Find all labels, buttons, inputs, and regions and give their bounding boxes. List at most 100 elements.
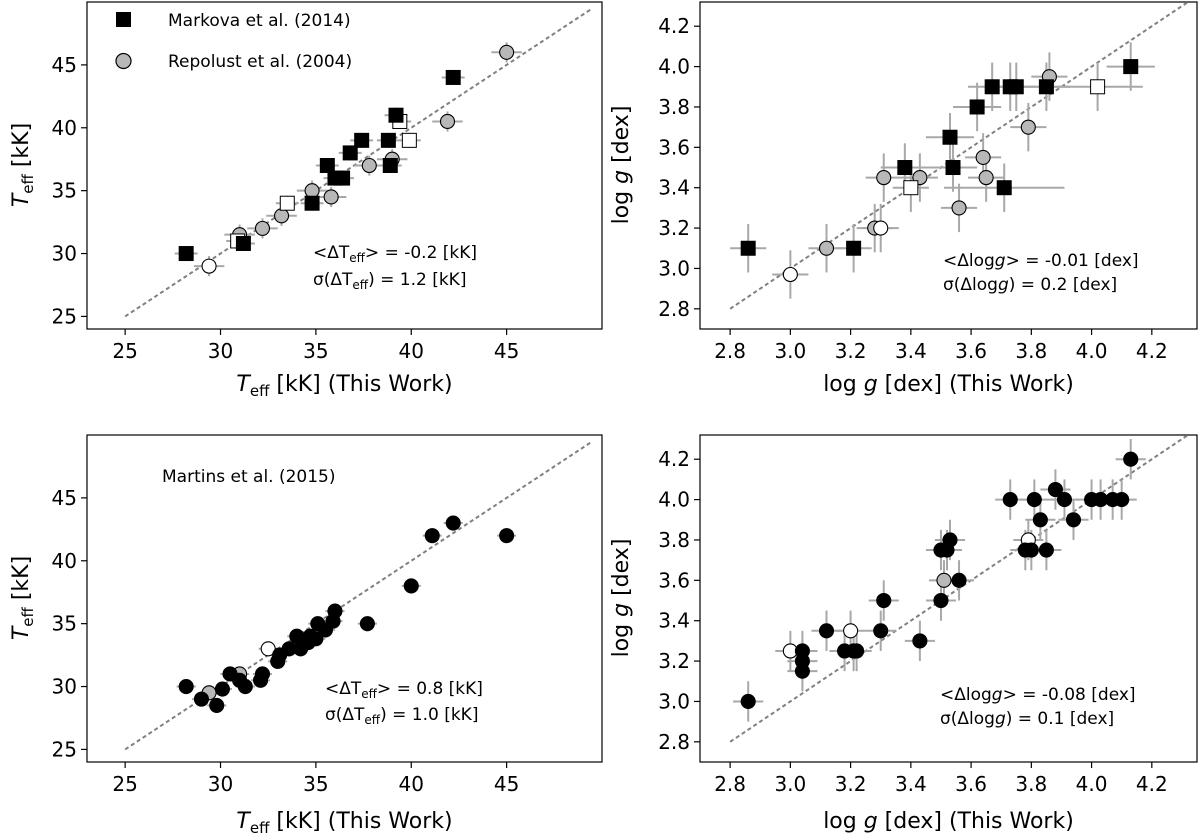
y-tick-label: 2.8 xyxy=(658,297,690,321)
panel-top-right: 2.8 3.0 3.2 3.4 3.6 3.8 4.0 4.2 2.8 3.0 3.2 3.4 3.6 3… xyxy=(609,1,1198,397)
data-point-square xyxy=(897,160,913,176)
y-tick-label: 3.6 xyxy=(658,568,690,592)
x-tick-label: 35 xyxy=(303,772,328,796)
y-tick-label: 40 xyxy=(52,549,77,573)
panel-top-left: 25 30 35 40 45 25 30 35 40 45 Teff [kK] (This Wor… xyxy=(9,1,603,400)
data-point-square xyxy=(740,240,756,256)
data-point-square xyxy=(1038,79,1054,95)
x-tick-label: 2.8 xyxy=(714,772,746,796)
y-tick-label: 25 xyxy=(52,737,77,761)
y-tick-label: 30 xyxy=(52,242,77,266)
x-tick-label: 2.8 xyxy=(714,339,746,363)
x-tick-label: 25 xyxy=(112,772,137,796)
x-tick-label: 3.0 xyxy=(774,772,806,796)
data-point-circle xyxy=(818,240,835,256)
y-tick-label: 45 xyxy=(52,486,77,510)
y-tick-label: 3.8 xyxy=(658,528,690,552)
legend-label-markova: Markova et al. (2014) xyxy=(168,11,351,31)
data-point-circle xyxy=(975,149,991,165)
stats-sigma: σ(Δlogg) = 0.2 [dex] xyxy=(943,275,1117,295)
data-point-circle xyxy=(237,678,253,695)
plot-layer: 25 30 35 40 45 25 30 35 40 45 xyxy=(52,440,594,796)
y-axis-label: log g [dex] xyxy=(609,539,634,658)
plot-frame xyxy=(86,434,603,763)
legend-label-repolust: Repolust et al. (2004) xyxy=(168,52,352,72)
data-point-circle xyxy=(912,633,928,649)
data-point-square xyxy=(1008,79,1024,95)
data-point-circle xyxy=(876,170,892,186)
x-tick-label: 3.0 xyxy=(774,339,806,363)
data-point-circle xyxy=(876,592,892,609)
data-point-square xyxy=(178,246,194,262)
data-point-circle xyxy=(794,663,810,679)
y-tick-label: 4.2 xyxy=(658,14,690,38)
y-axis-label: log g [dex] xyxy=(609,106,634,225)
x-tick-label: 3.2 xyxy=(835,772,867,796)
data-point-square xyxy=(1123,59,1139,75)
data-point-circle xyxy=(933,592,949,609)
x-tick-label: 45 xyxy=(494,339,519,363)
y-axis-label: Teff [kK] xyxy=(9,556,37,640)
stats-sigma: σ(ΔTeff) = 1.0 [kK] xyxy=(325,705,478,727)
y-tick-label: 3.0 xyxy=(658,256,690,280)
data-point-square xyxy=(382,158,398,173)
x-tick-label: 25 xyxy=(112,339,137,363)
stats-mean: <ΔTeff> = -0.2 [kK] xyxy=(313,243,477,265)
y-tick-label: 35 xyxy=(52,612,77,636)
plot-frame xyxy=(86,1,603,330)
data-point-circle xyxy=(178,678,194,695)
data-point-circle xyxy=(873,623,889,639)
y-tick-label: 30 xyxy=(52,675,77,699)
data-point-circle xyxy=(209,697,225,713)
x-tick-label: 40 xyxy=(399,339,424,363)
data-point-square xyxy=(279,195,295,211)
x-tick-label: 30 xyxy=(208,772,233,796)
data-point-square xyxy=(380,132,396,148)
data-point-circle xyxy=(254,666,271,682)
data-point-circle xyxy=(1114,492,1130,508)
one-to-one-line xyxy=(729,1,1189,310)
y-tick-label: 3.0 xyxy=(658,689,690,713)
data-point-circle xyxy=(424,528,440,544)
x-tick-label: 4.0 xyxy=(1076,772,1108,796)
data-point-circle xyxy=(254,220,271,236)
plot-layer: 2.8 3.0 3.2 3.4 3.6 3.8 4.0 4.2 2.8 3.0 3.2 3.4 3.6 3… xyxy=(658,1,1189,363)
data-point-square xyxy=(996,180,1012,196)
x-tick-label: 3.2 xyxy=(835,339,867,363)
data-point-square xyxy=(984,79,1000,95)
data-point-circle xyxy=(361,157,377,174)
data-point-square xyxy=(304,195,320,211)
x-tick-label: 3.6 xyxy=(955,772,987,796)
y-tick-label: 3.2 xyxy=(658,216,690,240)
x-axis-label: Teff [kK] (This Work) xyxy=(236,372,452,400)
y-tick-label: 4.0 xyxy=(658,488,690,512)
data-point-circle xyxy=(499,44,515,60)
data-point-square xyxy=(319,158,335,173)
source-label: Martins et al. (2015) xyxy=(162,467,336,487)
data-point-circle xyxy=(978,170,994,186)
panel-bottom-left: 25 30 35 40 45 25 30 35 40 45 Teff [kK] (This Wor… xyxy=(9,434,603,837)
data-point-circle xyxy=(193,691,209,707)
data-point-circle xyxy=(325,613,341,629)
data-point-circle xyxy=(951,200,967,216)
data-point-circle xyxy=(818,623,835,639)
data-point-circle xyxy=(1038,542,1054,558)
legend-marker-square xyxy=(116,12,131,27)
data-point-square xyxy=(335,170,351,186)
y-tick-label: 3.4 xyxy=(658,609,690,633)
legend: Markova et al. (2014) Repolust et al. (2… xyxy=(115,11,352,72)
data-point-circle xyxy=(260,641,276,657)
data-point-circle xyxy=(1020,119,1036,135)
data-point-circle xyxy=(439,113,456,130)
y-axis-label: Teff [kK] xyxy=(9,123,37,207)
data-point-circle xyxy=(1047,481,1063,498)
data-point-circle xyxy=(1032,512,1048,528)
data-point-circle xyxy=(1123,451,1139,467)
data-point-circle xyxy=(951,572,967,588)
data-point-square xyxy=(354,132,370,148)
stats-mean: <Δlogg> = -0.01 [dex] xyxy=(943,251,1139,271)
plot-frame xyxy=(699,434,1198,763)
data-point-circle xyxy=(1065,512,1082,528)
y-tick-label: 3.4 xyxy=(658,176,690,200)
